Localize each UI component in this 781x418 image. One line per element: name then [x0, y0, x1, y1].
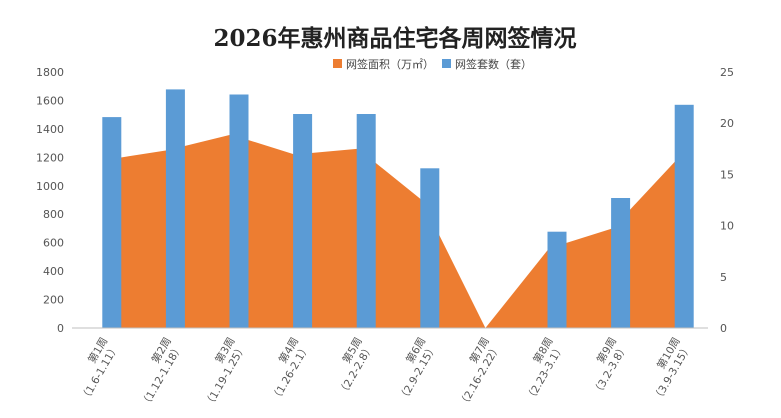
legend-label-bar: 网签套数（套） [455, 57, 532, 71]
y-left-tick-label: 800 [43, 208, 64, 221]
bar [674, 104, 694, 328]
legend-swatch-area [333, 59, 342, 68]
bar [293, 114, 313, 328]
y-left-tick-label: 1000 [36, 180, 64, 193]
legend-label-area: 网签面积（万㎡） [346, 57, 434, 71]
y-right-tick-label: 15 [720, 168, 734, 181]
y-left-tick-label: 600 [43, 237, 64, 250]
y-right-tick-label: 25 [720, 66, 734, 79]
legend: 网签面积（万㎡） 网签套数（套） [333, 57, 532, 71]
y-right-tick-label: 10 [720, 220, 734, 233]
bar [356, 114, 376, 328]
bar [420, 168, 440, 328]
y-left-tick-label: 0 [57, 322, 64, 335]
y-left-tick-label: 200 [43, 294, 64, 307]
y-left-tick-label: 1400 [36, 123, 64, 136]
y-right-tick-label: 20 [720, 117, 734, 130]
y-left-tick-label: 1800 [36, 66, 64, 79]
chart-title: 2026年惠州商品住宅各周网签情况 [213, 25, 576, 52]
y-right-tick-label: 5 [720, 271, 727, 284]
bar [229, 94, 249, 328]
legend-swatch-bar [442, 59, 451, 68]
y-right-axis: 0 5 10 15 20 25 [720, 66, 734, 335]
bar [547, 231, 567, 328]
y-right-tick-label: 0 [720, 322, 727, 335]
bar [165, 89, 185, 329]
bars-layer [102, 89, 694, 329]
y-left-tick-label: 1200 [36, 151, 64, 164]
y-left-tick-label: 400 [43, 265, 64, 278]
bar [102, 117, 122, 328]
y-left-tick-label: 1600 [36, 94, 64, 107]
y-left-axis: 0 200 400 600 800 1000 1200 1400 1600 1800 [36, 66, 64, 335]
bar [611, 198, 631, 328]
